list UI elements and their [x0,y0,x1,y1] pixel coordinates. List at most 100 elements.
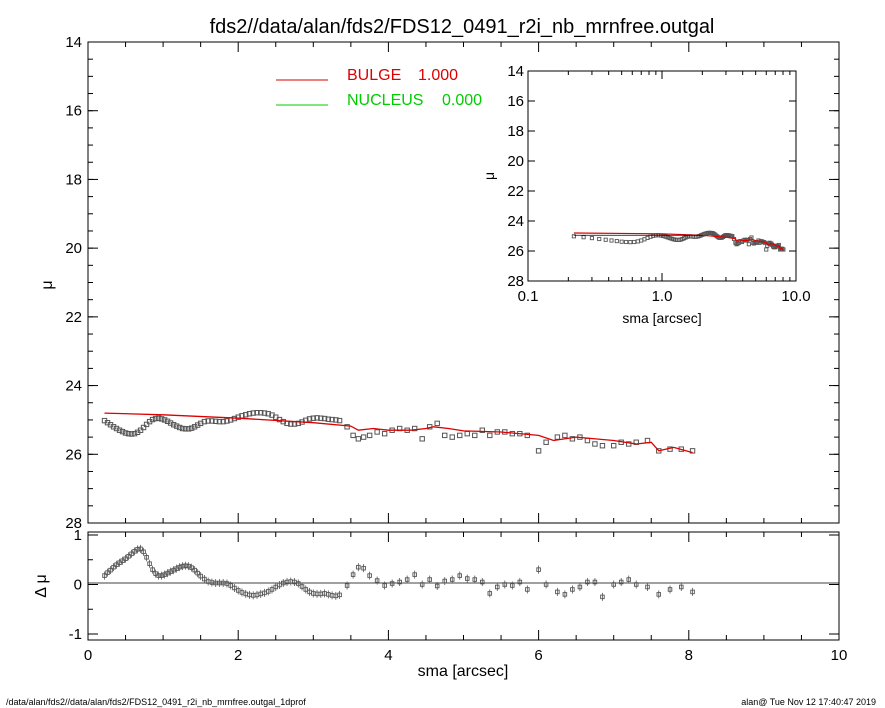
residual-point [517,579,523,585]
data-point [246,411,253,417]
inset-y-tick-label: 20 [507,153,524,170]
residual-point [356,564,361,570]
data-point [258,410,264,416]
residual-point [510,583,515,588]
inset-y-tick-label: 26 [507,243,524,260]
x-tick-label: 8 [685,647,693,664]
data-point [457,432,463,439]
data-point [318,415,324,421]
main-panel: 14 16 18 20 22 24 26 28 μ BULGE 1.000 NUCLEUS 0… [39,34,840,532]
data-point [149,416,156,423]
inset-y-tick-label: 14 [507,63,524,80]
residual-point [495,584,500,590]
data-point [487,432,493,439]
inset-data-point [628,240,633,245]
footer-filename: /data/alan/fds2//data/alan/fds2/FDS12_04… [6,697,306,707]
inset-data-point [746,242,751,247]
residual-point [195,570,200,576]
data-point [554,434,561,440]
data-point [325,416,332,422]
inset-y-tick-label: 18 [507,123,524,140]
data-point [524,432,531,439]
x-tick-label: 4 [384,647,392,664]
residual-point [105,570,110,575]
residual-point [543,582,549,587]
residual-point [626,577,631,582]
residual-point [600,594,605,600]
data-point [381,430,388,437]
residual-data-points [102,544,695,601]
residual-point [138,546,143,552]
data-point [216,418,223,425]
data-point [182,426,189,432]
residual-point [129,551,134,557]
main-y-label: μ [39,280,56,289]
inset-axes: 14 16 18 20 22 24 26 280.1 1.0 10.0 [507,63,810,305]
bulge-model-line [104,412,693,454]
residual-point [144,555,149,560]
data-point [314,415,320,421]
residual-point [434,583,440,589]
inset-y-tick-label: 22 [507,183,524,200]
main-y-tick-label: 26 [65,446,82,463]
residual-point [232,585,237,591]
residual-point [177,564,182,570]
main-y-tick-label: 20 [65,240,82,257]
inset-x-tick-label: 10.0 [781,288,810,305]
inset-data-point [614,239,619,244]
data-point [143,421,150,428]
main-data-points [101,410,696,454]
inset-data-point [603,237,608,242]
inset-x-label: sma [arcsec] [622,310,701,326]
main-y-tick-label: 28 [65,515,82,532]
data-point [535,448,542,454]
legend-nucleus-name: NUCLEUS [347,92,423,109]
residual-point [156,573,161,578]
data-point [599,442,606,449]
inset-data-point [609,238,614,243]
residual-point [555,589,560,595]
residual-point [667,587,673,592]
residual-point [645,584,650,590]
residual-point [228,583,233,588]
inset-y-label: μ [481,172,497,180]
residual-point [389,581,395,586]
inset-data-point [589,236,594,241]
residual-point [611,582,616,587]
residual-point [656,592,662,597]
residual-point [570,587,575,592]
data-point [442,432,448,439]
residual-point [111,564,116,570]
data-point [434,420,440,427]
inset-y-tick-label: 16 [507,93,524,110]
data-point [479,427,485,433]
inset-y-tick-label: 24 [507,213,524,230]
data-point [449,434,455,440]
inset-data-point [764,247,769,252]
data-point [411,425,418,432]
residual-point [633,582,639,587]
residual-point [374,578,380,583]
data-point [355,436,362,442]
legend-bulge-name: BULGE [347,67,401,84]
residual-point [202,576,207,582]
data-point [140,424,147,431]
inset-data-point [619,239,624,244]
legend-nucleus-value: 0.000 [442,92,482,109]
inset-data-point [665,235,670,240]
data-point [250,410,256,416]
data-point [611,442,617,449]
residual-point [367,573,372,578]
residual-point [123,556,128,562]
data-point [220,418,226,425]
data-point [131,430,138,437]
data-point [592,441,598,447]
data-point [472,432,478,439]
inset-y-tick-label: 28 [507,273,524,290]
data-point [344,424,350,430]
data-point [243,412,249,418]
data-point [310,415,317,421]
residual-point [457,573,462,578]
